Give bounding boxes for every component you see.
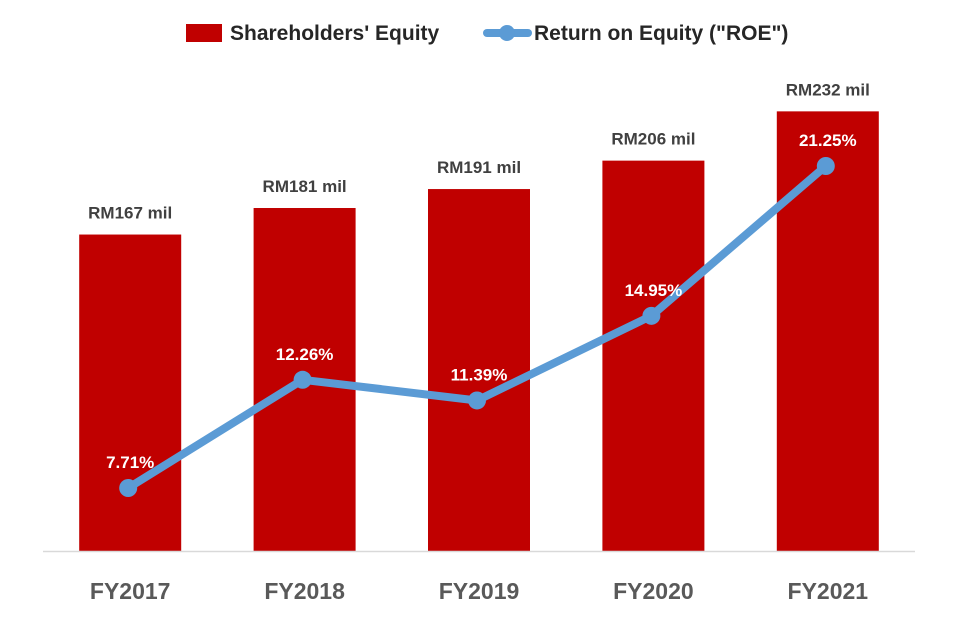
roe-value-label: 11.39% <box>451 365 508 384</box>
roe-point-fy2021 <box>816 157 835 175</box>
roe-value-label: 14.95% <box>625 281 683 300</box>
bar-fy2019 <box>428 189 530 551</box>
roe-value-label: 21.25% <box>799 131 857 150</box>
bar-fy2017 <box>79 234 182 551</box>
category-labels: FY2017 FY2018 FY2019 FY2020 FY2021 <box>90 578 868 604</box>
roe-point-fy2017 <box>119 479 138 497</box>
bar-value-label: RM181 mil <box>263 177 347 196</box>
category-label-fy2017: FY2017 <box>90 578 171 604</box>
legend-line-marker <box>499 25 515 41</box>
category-label-fy2021: FY2021 <box>788 578 869 604</box>
roe-point-fy2019 <box>468 391 486 410</box>
bar-value-label: RM167 mil <box>88 204 172 223</box>
bar-value-label: RM206 mil <box>611 130 695 149</box>
bar-fy2020 <box>602 160 705 551</box>
category-label-fy2018: FY2018 <box>264 578 345 604</box>
roe-point-fy2020 <box>642 306 661 325</box>
roe-point-fy2018 <box>293 370 312 389</box>
bar-fy2021 <box>776 111 879 552</box>
legend-bar-label: Shareholders' Equity <box>230 22 440 45</box>
bars-group: RM167 mil RM181 mil RM191 mil RM206 mil RM23… <box>79 80 879 552</box>
roe-line-group: 7.71% 12.26% 11.39% 14.95% 21.25% <box>106 131 857 497</box>
bar-value-label: RM191 mil <box>437 158 521 177</box>
legend: Shareholders' Equity Return on Equity ("… <box>186 22 788 45</box>
category-label-fy2020: FY2020 <box>613 578 694 604</box>
legend-line-label: Return on Equity ("ROE") <box>534 22 788 45</box>
category-label-fy2019: FY2019 <box>439 578 520 604</box>
roe-value-label: 12.26% <box>276 345 334 364</box>
legend-bar-swatch <box>186 24 222 42</box>
roe-value-label: 7.71% <box>106 453 154 472</box>
bar-value-label: RM232 mil <box>786 80 870 99</box>
